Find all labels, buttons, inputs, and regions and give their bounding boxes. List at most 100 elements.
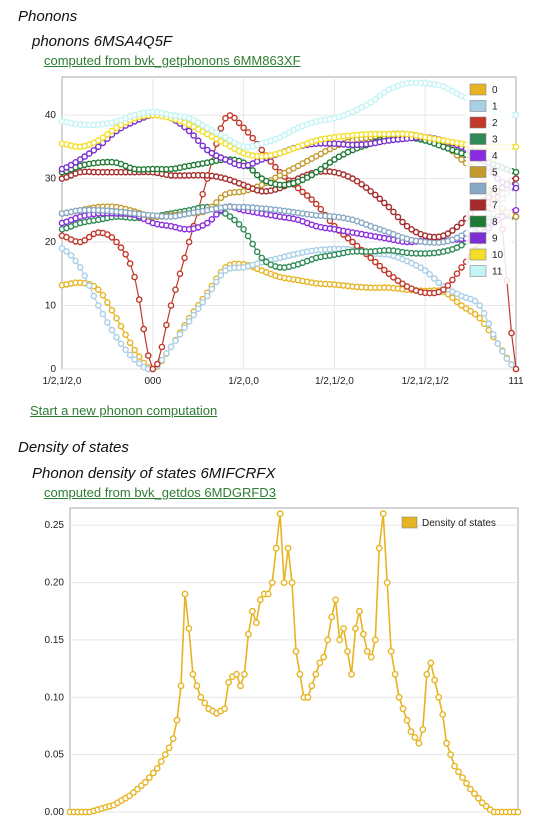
phonon-point bbox=[485, 320, 493, 327]
phonon-point bbox=[408, 226, 415, 233]
phonon-point bbox=[90, 292, 98, 300]
phonon-point bbox=[95, 137, 102, 144]
dos-point bbox=[221, 705, 229, 713]
phonon-point bbox=[185, 238, 193, 246]
phonon-point bbox=[185, 318, 193, 325]
phonon-point bbox=[371, 96, 379, 103]
phonon-legend-swatch bbox=[469, 149, 487, 162]
dos-point bbox=[268, 579, 276, 586]
phonon-point bbox=[244, 232, 252, 240]
phonon-point bbox=[135, 353, 143, 360]
phonon-point bbox=[512, 168, 520, 176]
dos-point bbox=[375, 544, 383, 552]
new-phonon-computation-link[interactable]: Start a new phonon computation bbox=[30, 403, 218, 418]
phonon-series-1 bbox=[58, 245, 520, 373]
phonon-point bbox=[512, 206, 520, 214]
dos-source-link[interactable]: computed from bvk_getdos 6MDGRFD3 bbox=[44, 485, 276, 500]
phonon-point bbox=[113, 238, 120, 246]
phonon-point bbox=[194, 119, 202, 126]
dos-point bbox=[145, 774, 153, 781]
phonon-x-tick-label: 1/2,1/2,0 bbox=[315, 376, 354, 387]
phonon-point bbox=[312, 200, 320, 208]
dos-point bbox=[189, 670, 197, 678]
phonon-legend-swatch bbox=[469, 265, 487, 277]
dos-point bbox=[411, 734, 419, 741]
phonon-point bbox=[104, 319, 111, 326]
dos-point bbox=[344, 648, 351, 655]
dos-legend-label: Density of states bbox=[422, 518, 496, 529]
phonon-point bbox=[272, 163, 279, 171]
dos-legend-swatch bbox=[401, 516, 418, 529]
phonon-point bbox=[358, 180, 365, 188]
dos-point bbox=[387, 648, 395, 655]
phonon-point bbox=[458, 241, 465, 249]
phonon-point bbox=[122, 331, 129, 339]
phonon-point bbox=[349, 238, 356, 246]
dos-point bbox=[463, 779, 470, 787]
dos-point bbox=[244, 630, 252, 638]
phonon-point bbox=[435, 279, 443, 287]
phonon-point bbox=[108, 306, 116, 314]
phonon-point bbox=[108, 326, 116, 334]
phonon-point bbox=[253, 171, 261, 179]
phonon-legend-swatch bbox=[469, 116, 487, 129]
phonon-point bbox=[453, 270, 461, 278]
phonon-point bbox=[331, 156, 338, 163]
phonon-chart-title: phonons 6MSA4Q5F bbox=[32, 33, 173, 50]
dos-point bbox=[459, 774, 466, 781]
phonon-point bbox=[81, 236, 88, 244]
phonon-point bbox=[344, 234, 352, 242]
dos-point bbox=[169, 735, 177, 742]
dos-point bbox=[316, 659, 324, 667]
phonon-point bbox=[508, 361, 515, 369]
phonon-legend-swatch bbox=[469, 215, 487, 228]
phonon-legend-label: 11 bbox=[492, 267, 503, 278]
phonon-x-tick-label: 000 bbox=[144, 376, 161, 387]
phonon-legend-swatch bbox=[469, 182, 487, 195]
dos-point bbox=[161, 751, 169, 758]
dos-point bbox=[272, 544, 280, 552]
phonon-point bbox=[258, 254, 266, 262]
phonon-legend-label: 1 bbox=[492, 102, 498, 113]
phonon-point bbox=[117, 340, 125, 348]
dos-point bbox=[379, 510, 387, 518]
phonon-legend-label: 7 bbox=[492, 201, 498, 212]
phonon-point bbox=[126, 351, 134, 359]
phonon-point bbox=[390, 273, 397, 281]
dos-point bbox=[455, 768, 462, 776]
phonon-point bbox=[190, 311, 197, 319]
phonon-point bbox=[81, 153, 88, 160]
phonon-point bbox=[63, 248, 70, 255]
phonon-source-link[interactable]: computed from bvk_getphonons 6MM863XF bbox=[44, 53, 301, 68]
dos-point bbox=[407, 728, 415, 736]
phonon-point bbox=[172, 286, 179, 294]
dos-point bbox=[201, 699, 209, 707]
phonon-point bbox=[122, 250, 129, 258]
phonon-point bbox=[72, 158, 79, 166]
dos-point bbox=[332, 596, 339, 604]
phonon-point bbox=[131, 346, 138, 354]
phonon-legend-swatch bbox=[469, 133, 487, 145]
phonon-point bbox=[399, 280, 406, 288]
phonon-point bbox=[194, 137, 202, 144]
phonon-point bbox=[167, 343, 175, 351]
phonon-point bbox=[399, 218, 406, 226]
phonon-point bbox=[131, 356, 138, 363]
phonon-point bbox=[208, 215, 216, 223]
phonon-point bbox=[394, 277, 402, 285]
phonon-point bbox=[367, 254, 375, 262]
dos-point bbox=[435, 693, 443, 701]
dos-point bbox=[391, 670, 399, 678]
phonon-point bbox=[462, 305, 470, 312]
phonon-point bbox=[385, 203, 393, 211]
dos-point bbox=[355, 607, 363, 615]
dos-point bbox=[197, 693, 205, 701]
phonon-point bbox=[476, 302, 484, 309]
phonon-point bbox=[512, 143, 520, 151]
phonon-point bbox=[113, 124, 120, 132]
phonon-point bbox=[299, 188, 306, 196]
phonon-point bbox=[181, 254, 188, 262]
phonon-legend-label: 4 bbox=[492, 151, 498, 162]
phonon-point bbox=[308, 196, 316, 203]
